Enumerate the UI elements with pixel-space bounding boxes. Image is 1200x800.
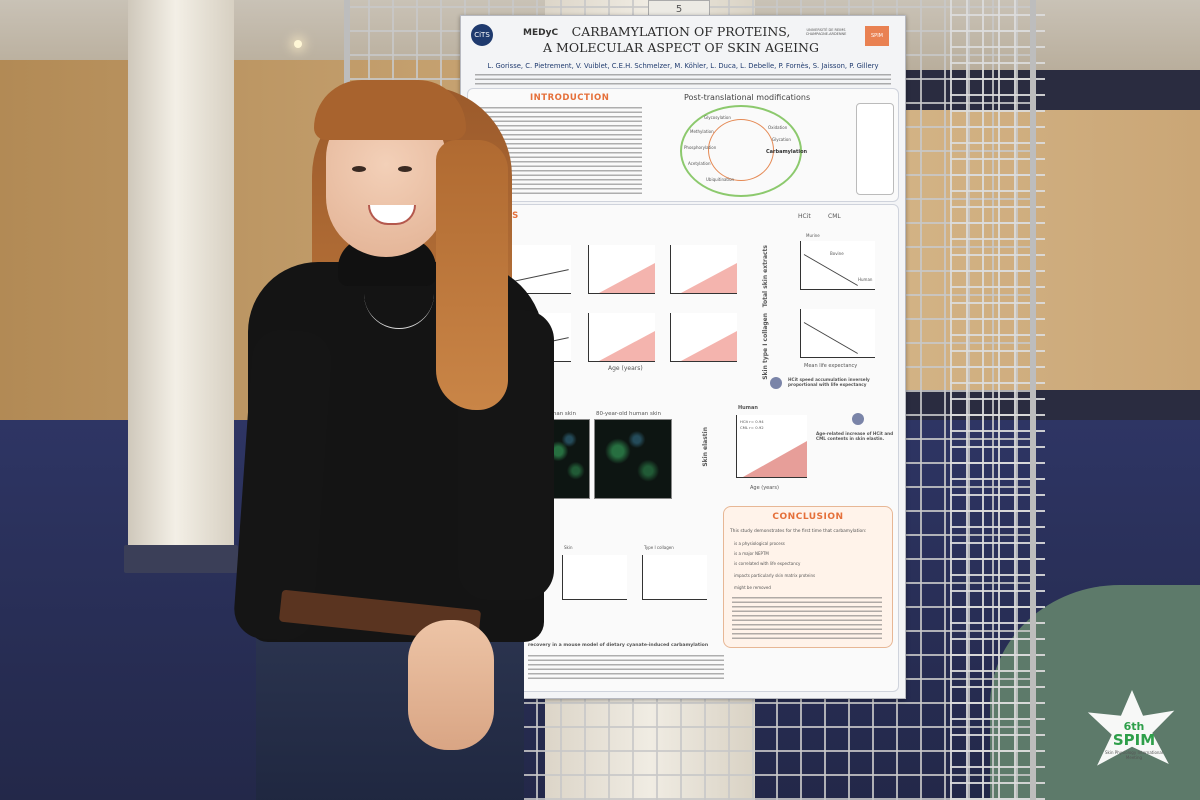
ptm-item-ubiquitination: Ubiquitination bbox=[706, 177, 735, 182]
ptm-item-phosphorylation: Phosphorylation bbox=[684, 145, 717, 150]
ptm-item-glycosylation: Glycosylation bbox=[704, 115, 731, 120]
species-bovine: Bovine bbox=[830, 251, 844, 256]
introduction-title: INTRODUCTION bbox=[530, 93, 610, 103]
spim-name: SPIM bbox=[1112, 731, 1156, 749]
pillar-base bbox=[124, 545, 238, 573]
chart-mouse-skin bbox=[562, 555, 627, 600]
conclusion-title: CONCLUSION bbox=[772, 512, 844, 522]
conclusion-panel: CONCLUSION This study demonstrates for t… bbox=[723, 506, 893, 648]
conclusion-lead: This study demonstrates for the first ti… bbox=[730, 529, 867, 534]
figure-3-badge bbox=[852, 413, 864, 425]
conclusion-point-4: impacts particularly skin matrix protein… bbox=[734, 573, 816, 578]
footer-references bbox=[528, 655, 724, 679]
ptm-item-glycation: Glycation bbox=[772, 137, 791, 142]
ceiling-light bbox=[294, 40, 302, 48]
grid-pole bbox=[1030, 0, 1036, 800]
fig3-legend-cml: CML r= 0.92 bbox=[740, 425, 764, 430]
age-axis-label: Age (years) bbox=[608, 365, 643, 372]
fig3-legend-hcit: HCit r= 0.94 bbox=[740, 419, 764, 424]
poster-title-line2: A MOLECULAR ASPECT OF SKIN AGEING bbox=[543, 40, 819, 55]
chart-elastin bbox=[736, 415, 807, 478]
conclusion-point-3: is correlated with life expectancy bbox=[734, 561, 801, 566]
ptm-outer-ring bbox=[680, 105, 802, 197]
chart-human-collagen bbox=[670, 313, 737, 362]
left-eye bbox=[352, 166, 366, 172]
species-human: Human bbox=[858, 277, 873, 282]
poster-title: CARBAMYLATION OF PROTEINS, A MOLECULAR A… bbox=[531, 24, 831, 56]
ptm-item-acetylation: Acetylation bbox=[688, 161, 711, 166]
reaction-diagram bbox=[856, 103, 894, 195]
spim-edition: 6th bbox=[1123, 720, 1145, 733]
micrograph-old-skin bbox=[594, 419, 672, 499]
conclusion-point-2: is a major NEPTM bbox=[734, 551, 769, 556]
spim-small-logo: SPIM bbox=[865, 26, 889, 46]
results-legend-cml: CML bbox=[828, 213, 841, 220]
ptm-title: Post-translational modifications bbox=[684, 93, 811, 102]
introduction-panel: INTRODUCTION Post-translational modifica… bbox=[467, 88, 899, 202]
figure-2-badge bbox=[770, 377, 782, 389]
spim-logo-text: 6th SPIM Skin Physiology International M… bbox=[1104, 720, 1164, 760]
conclusion-point-5: might be removed bbox=[734, 585, 771, 590]
life-expectancy-axis-label: Mean life expectancy bbox=[804, 363, 858, 369]
chart-bovine-collagen bbox=[588, 313, 655, 362]
medyc-logo: MEDyC bbox=[523, 28, 559, 38]
conclusion-point-1: is a physiological process bbox=[734, 541, 785, 546]
necklace bbox=[364, 292, 434, 329]
ptm-item-oxidation: Oxidation bbox=[768, 125, 788, 130]
mouse-label-skin: Skin bbox=[564, 545, 573, 550]
mouse-label-collagen: Type I collagen bbox=[644, 545, 674, 550]
hair-top bbox=[314, 80, 466, 140]
chart-mouse-collagen bbox=[642, 555, 707, 600]
mouse-caption: recovery in a mouse model of dietary cya… bbox=[528, 643, 709, 648]
poster-title-line1: CARBAMYLATION OF PROTEINS, bbox=[571, 24, 791, 39]
poster-authors: L. Gorisse, C. Pietrement, V. Vuiblet, C… bbox=[487, 62, 879, 70]
fig3-title: Human bbox=[738, 405, 758, 411]
clasped-hands bbox=[408, 620, 494, 750]
chart-life-expectancy-collagen bbox=[800, 309, 875, 358]
ptm-item-carbamylation: Carbamylation bbox=[766, 149, 808, 155]
ptm-inner-ring bbox=[708, 119, 774, 181]
spim-event-logo: 6th SPIM Skin Physiology International M… bbox=[1086, 690, 1186, 780]
white-pillar bbox=[128, 0, 234, 570]
chart-life-expectancy-total bbox=[800, 241, 875, 290]
spim-subtitle: Skin Physiology International Meeting bbox=[1105, 750, 1163, 760]
cits-logo: CiTS bbox=[471, 24, 493, 46]
chart-bovine-total bbox=[588, 245, 655, 294]
ptm-item-methylation: Methylation bbox=[690, 129, 714, 134]
species-murine: Murine bbox=[806, 233, 820, 238]
micro-label-old: 80-year-old human skin bbox=[596, 411, 662, 417]
chart-human-total bbox=[670, 245, 737, 294]
micro-label-young: human skin bbox=[544, 411, 576, 417]
poster-affiliations bbox=[475, 74, 891, 86]
university-logo: UNIVERSITÉ DE REIMS CHAMPAGNE-ARDENNE bbox=[805, 28, 847, 36]
fig2-caption: HCit speed accumulation inversely propor… bbox=[788, 377, 870, 387]
right-eye bbox=[398, 166, 412, 172]
results-legend-hcit: HCit bbox=[798, 213, 811, 220]
fig3-age-axis: Age (years) bbox=[750, 485, 779, 491]
conclusion-paragraph bbox=[732, 597, 882, 641]
fig3-caption: Age-related increase of HCit and CML con… bbox=[816, 431, 894, 441]
hair-strand bbox=[436, 140, 508, 410]
wire-display-grid-side bbox=[950, 0, 1045, 800]
